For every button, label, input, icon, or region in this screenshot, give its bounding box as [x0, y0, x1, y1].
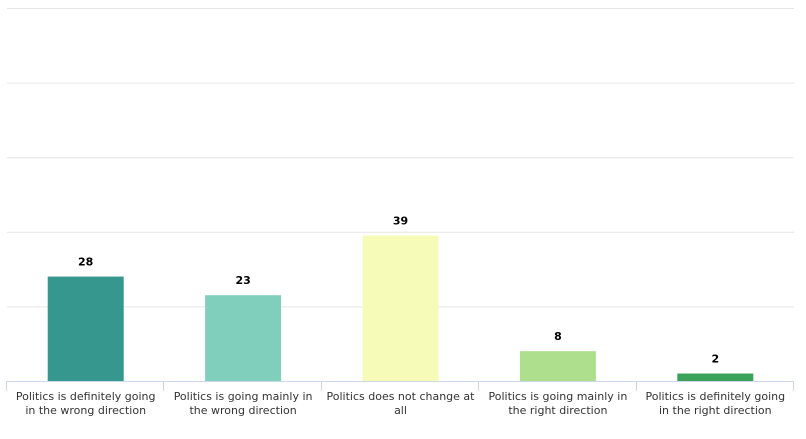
x-axis [6, 381, 794, 391]
x-tick-label: Politics does not change at all [326, 390, 475, 417]
bar[interactable] [205, 295, 282, 381]
x-tick-label: Politics is definitely going in the wron… [15, 390, 156, 417]
data-label: 8 [554, 330, 562, 343]
bar[interactable] [677, 373, 754, 381]
data-label: 28 [78, 256, 93, 269]
data-labels: 28 23 39 8 2 [78, 215, 719, 366]
bar[interactable] [519, 351, 596, 381]
bar[interactable] [362, 235, 439, 381]
data-label: 39 [393, 215, 408, 228]
bar[interactable] [47, 276, 124, 381]
gridlines [7, 8, 794, 308]
bars [47, 235, 754, 381]
x-tick-label: Politics is going mainly in the right di… [488, 390, 628, 417]
data-label: 2 [711, 353, 719, 366]
x-tick-label: Politics is definitely going in the righ… [645, 390, 786, 417]
x-tick-label: Politics is going mainly in the wrong di… [173, 390, 313, 417]
data-label: 23 [235, 274, 250, 287]
